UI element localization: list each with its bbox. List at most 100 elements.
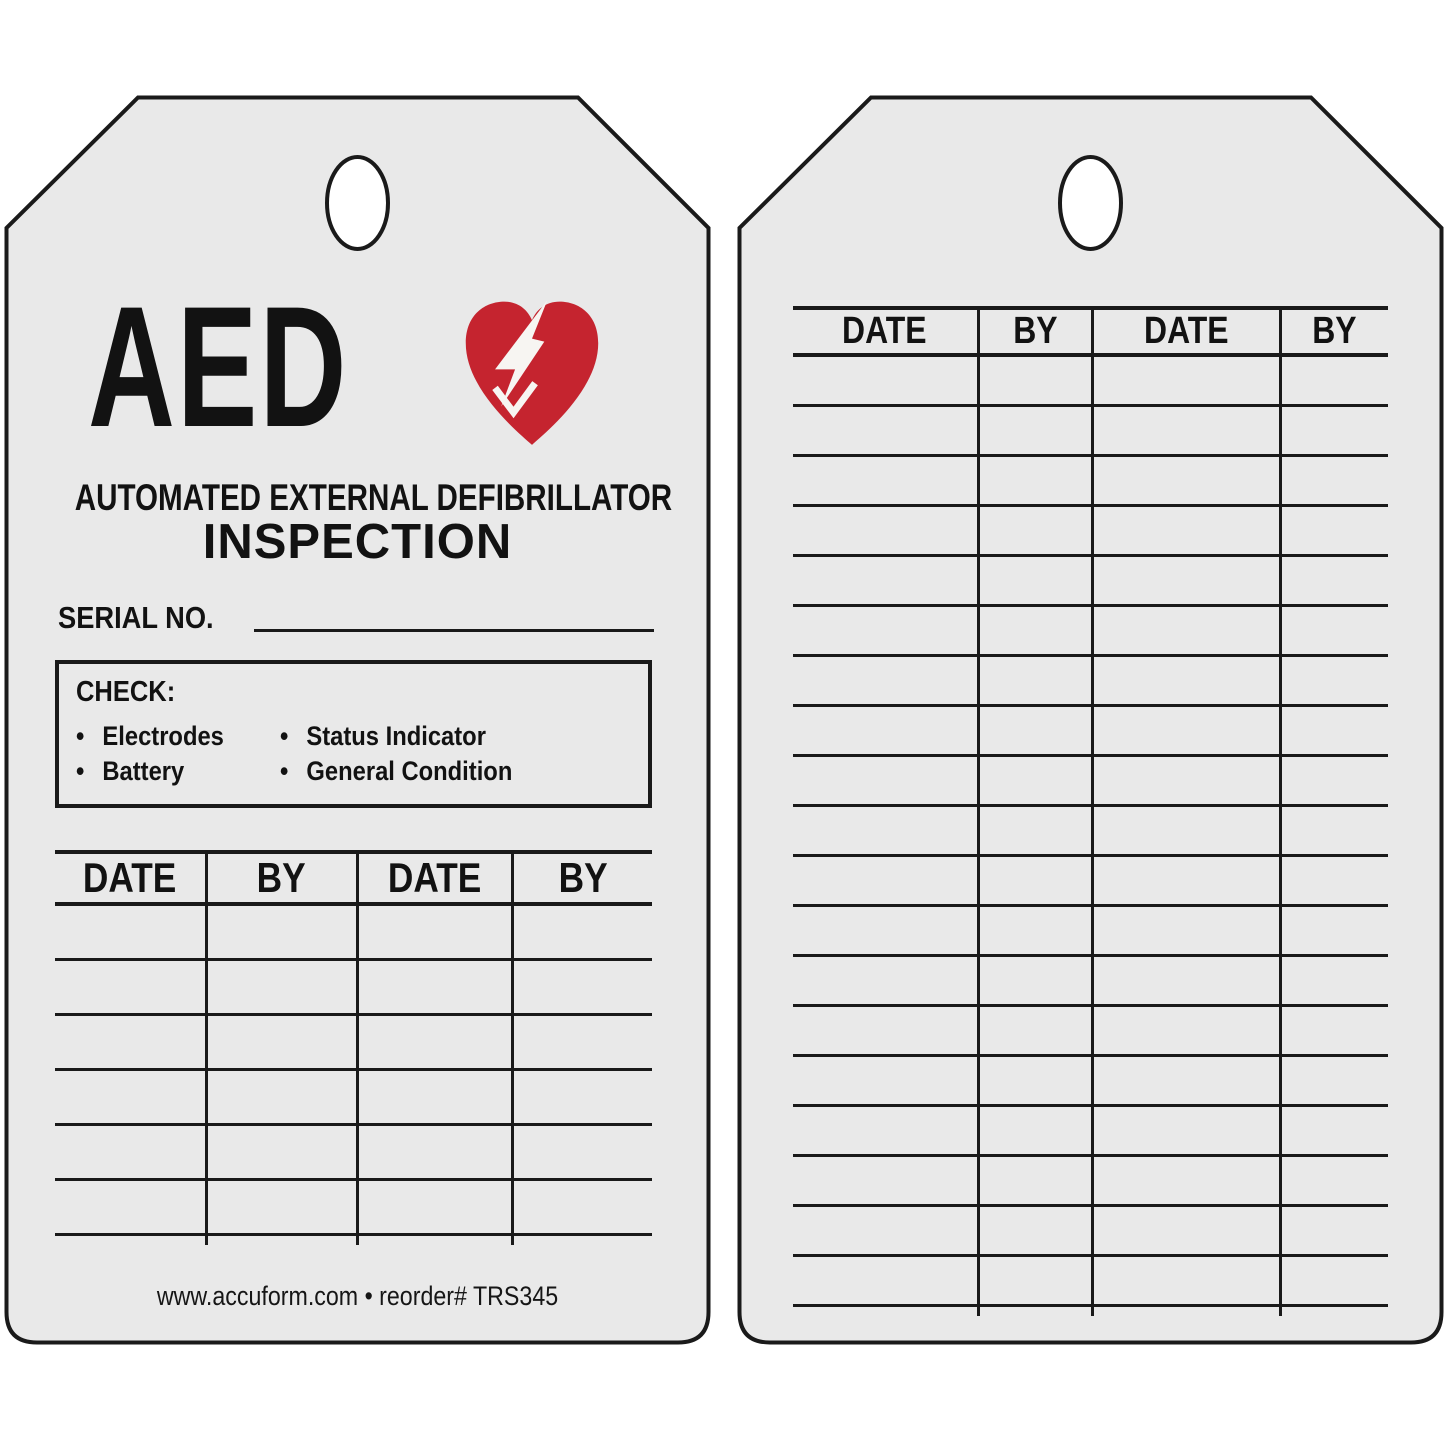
log-cell (1278, 555, 1388, 607)
log-cell (510, 1069, 652, 1126)
log-cell (793, 455, 978, 507)
log-cell (1090, 655, 1280, 707)
log-cell (976, 555, 1092, 607)
column-header: BY (1278, 306, 1388, 357)
log-cell (1090, 905, 1280, 957)
log-cell (793, 605, 978, 657)
log-cell (1090, 605, 1280, 657)
log-cell (1090, 1105, 1280, 1157)
log-cell (510, 904, 652, 961)
log-cell (793, 1155, 978, 1207)
log-cell (1090, 855, 1280, 907)
log-cell (204, 1069, 357, 1126)
log-row (793, 1005, 1388, 1057)
log-cell (1090, 805, 1280, 857)
log-cell (1278, 455, 1388, 507)
log-row (55, 1014, 652, 1071)
log-cell (976, 405, 1092, 457)
footer-reorder-text: www.accuform.com • reorder# TRS345 (156, 1281, 559, 1311)
log-row (793, 905, 1388, 957)
log-cell (1278, 1155, 1388, 1207)
log-row (793, 555, 1388, 607)
log-cell (1090, 555, 1280, 607)
aed-heart-lightning-icon (465, 300, 599, 445)
table-tick-row (793, 1305, 1388, 1316)
log-cell (1278, 1255, 1388, 1307)
log-cell (793, 855, 978, 907)
log-cell (1278, 755, 1388, 807)
log-cell (976, 355, 1092, 407)
log-cell (1278, 905, 1388, 957)
lightning-bolt (495, 300, 548, 407)
log-cell (1278, 1055, 1388, 1107)
serial-no-label: SERIAL NO. (58, 600, 214, 635)
log-cell (355, 1124, 512, 1181)
log-cell (55, 1179, 206, 1236)
hang-hole (1058, 155, 1123, 251)
log-cell (204, 959, 357, 1016)
log-cell (204, 904, 357, 961)
log-cell (976, 705, 1092, 757)
log-row (793, 1105, 1388, 1157)
log-cell (55, 1014, 206, 1071)
log-cell (976, 1205, 1092, 1257)
log-cell (793, 805, 978, 857)
log-cell (793, 1255, 978, 1307)
log-cell (1090, 505, 1280, 557)
log-cell (793, 1005, 978, 1057)
log-cell (55, 904, 206, 961)
log-row (793, 1155, 1388, 1207)
log-row (793, 1255, 1388, 1307)
log-cell (1090, 1005, 1280, 1057)
log-cell (1090, 405, 1280, 457)
log-row (55, 904, 652, 961)
log-row (793, 855, 1388, 907)
log-cell (976, 455, 1092, 507)
column-header: BY (510, 850, 652, 906)
log-row (793, 805, 1388, 857)
log-cell (976, 605, 1092, 657)
log-cell (1278, 1105, 1388, 1157)
log-cell (204, 1179, 357, 1236)
log-cell (55, 1124, 206, 1181)
log-row (793, 455, 1388, 507)
log-cell (793, 355, 978, 407)
log-row (793, 405, 1388, 457)
bullet-icon: • (280, 721, 289, 751)
log-cell (510, 1124, 652, 1181)
log-cell (204, 1124, 357, 1181)
log-cell (1278, 1205, 1388, 1257)
log-cell (1278, 805, 1388, 857)
bullet-icon: • (280, 756, 289, 786)
log-cell (55, 959, 206, 1016)
log-cell (1090, 955, 1280, 1007)
inspection-log-table-front: DATE BY DATE BY (55, 850, 652, 1245)
log-cell (55, 1069, 206, 1126)
log-cell (793, 1055, 978, 1107)
log-header-row: DATE BY DATE BY (55, 850, 652, 906)
log-row (793, 1055, 1388, 1107)
log-cell (793, 1105, 978, 1157)
arrowhead (492, 381, 538, 419)
bullet-icon: • (76, 721, 85, 751)
log-cell (1090, 1055, 1280, 1107)
subtitle-line: AUTOMATED EXTERNAL DEFIBRILLATOR (74, 477, 673, 518)
log-cell (1278, 855, 1388, 907)
log-row (793, 955, 1388, 1007)
log-row (55, 959, 652, 1016)
log-cell (976, 505, 1092, 557)
log-cell (976, 955, 1092, 1007)
column-header: DATE (355, 850, 512, 906)
log-cell (355, 1014, 512, 1071)
column-header: BY (204, 850, 357, 906)
check-item: • General Condition (280, 754, 512, 789)
log-row (55, 1124, 652, 1181)
log-cell (976, 1105, 1092, 1157)
log-cell (976, 855, 1092, 907)
log-cell (976, 805, 1092, 857)
log-row (793, 755, 1388, 807)
log-cell (1278, 405, 1388, 457)
log-cell (1090, 755, 1280, 807)
log-cell (1278, 605, 1388, 657)
check-box: CHECK: • Electrodes • Battery • Status Indi… (55, 660, 652, 808)
